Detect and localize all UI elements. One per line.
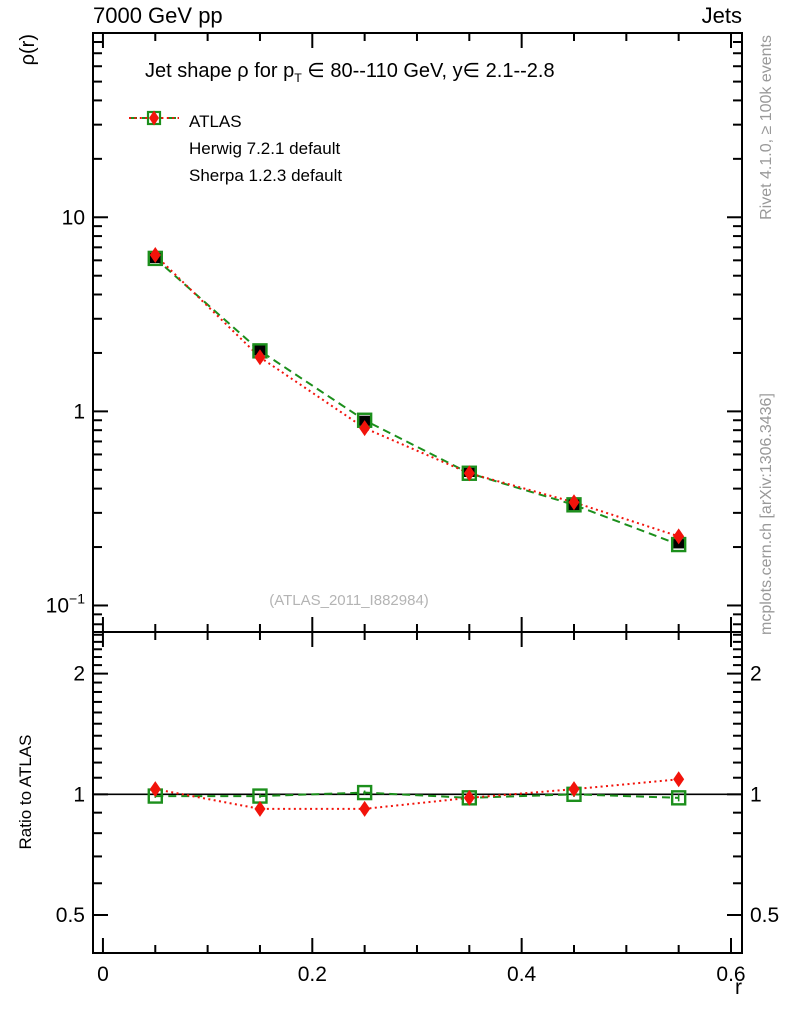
mcplots-attribution-note: mcplots.cern.ch [arXiv:1306.3436]: [758, 393, 775, 635]
legend-label-atlas: ATLAS: [189, 111, 242, 131]
legend-marker-herwig: [128, 110, 180, 159]
top-panel-line-sherpa: [154, 254, 679, 538]
data-point-open-square: [670, 790, 687, 806]
legend-item-sherpa: Sherpa 1.2.3 default: [128, 110, 343, 189]
plot-title-prefix: Jet shape ρ for p: [145, 60, 295, 82]
legend: ATLAS Herwig 7.2.1 default Sherpa 1.2.3 …: [128, 108, 342, 189]
panel-frames: [92, 32, 743, 954]
rivet-version-note: Rivet 4.1.0, ≥ 100k events: [758, 35, 775, 220]
top-panel-markers-sherpa: [149, 247, 685, 545]
process-label: Jets: [701, 3, 742, 28]
legend-marker-sherpa: [128, 110, 180, 186]
x-tick-labels: 0 0.2 0.4 0.6: [97, 963, 746, 986]
data-point-diamond: [254, 349, 266, 366]
ratio-panel-markers-sherpa: [149, 771, 685, 817]
ratio-panel-line-herwig: [155, 791, 679, 799]
ratio-panel-line-sherpa: [155, 778, 679, 810]
top-panel-lines: [154, 254, 680, 546]
data-point-diamond: [359, 420, 371, 437]
top-panel-y-tick-labels: 10 1 10−1: [46, 206, 86, 617]
legend-sample-icon: [129, 110, 179, 126]
y-tick-label-right: 1: [750, 783, 762, 806]
ratio-panel-lines: [155, 778, 679, 810]
plot-title: Jet shape ρ for pT ∈ 80--110 GeV, y∈ 2.1…: [145, 58, 555, 85]
data-point-diamond: [463, 789, 475, 806]
ratio-panel-y-tick-labels: 2 2 1 1 0.5 0.5: [56, 663, 779, 927]
top-panel-markers-herwig: [147, 250, 687, 553]
y-tick-label: 1: [73, 783, 85, 806]
x-axis-ticks: [101, 34, 733, 952]
y-tick-label: 10−1: [46, 590, 86, 617]
data-point-diamond: [673, 528, 685, 545]
legend-item-herwig: Herwig 7.2.1 default: [128, 110, 342, 162]
y-axis-label-ratio: Ratio to ATLAS: [16, 734, 35, 850]
data-point-diamond: [149, 781, 161, 798]
y-tick-label-right: 0.5: [750, 904, 779, 927]
data-point-diamond: [673, 771, 685, 788]
data-point-diamond: [568, 781, 580, 798]
y-tick-label: 0.5: [56, 904, 85, 927]
plot-title-suffix: ∈ 80--110 GeV, y∈ 2.1--2.8: [301, 60, 555, 82]
top-panel-error-bars: [154, 252, 680, 546]
data-point-open-square: [356, 784, 373, 801]
data-point-diamond: [254, 800, 266, 817]
y-tick-label-right: 2: [750, 663, 762, 686]
legend-label-herwig: Herwig 7.2.1 default: [189, 138, 341, 158]
y-axis-label-top: ρ(r): [17, 34, 39, 66]
x-axis-label: r: [735, 976, 742, 999]
ratio-panel-y-ticks: [94, 633, 741, 917]
data-point-diamond: [149, 247, 161, 264]
y-tick-label: 1: [73, 400, 85, 423]
y-tick-label: 10: [62, 206, 85, 229]
x-tick-label: 0.2: [298, 963, 327, 986]
x-tick-label: 0.6: [716, 963, 745, 986]
legend-label-sherpa: Sherpa 1.2.3 default: [189, 165, 343, 185]
top-panel-y-ticks: [94, 40, 741, 626]
x-tick-label: 0: [97, 963, 109, 986]
data-point-diamond: [463, 465, 475, 482]
beam-energy-label: 7000 GeV pp: [93, 3, 223, 28]
top-panel-line-herwig: [154, 257, 680, 546]
data-point-diamond: [359, 800, 371, 817]
top-panel-markers-atlas: [149, 252, 685, 549]
analysis-id-watermark: (ATLAS_2011_I882984): [269, 592, 429, 609]
y-tick-label: 2: [73, 663, 85, 686]
x-tick-label: 0.4: [507, 963, 537, 986]
plot-title-subscript: T: [294, 71, 302, 85]
data-point-diamond: [568, 494, 580, 511]
